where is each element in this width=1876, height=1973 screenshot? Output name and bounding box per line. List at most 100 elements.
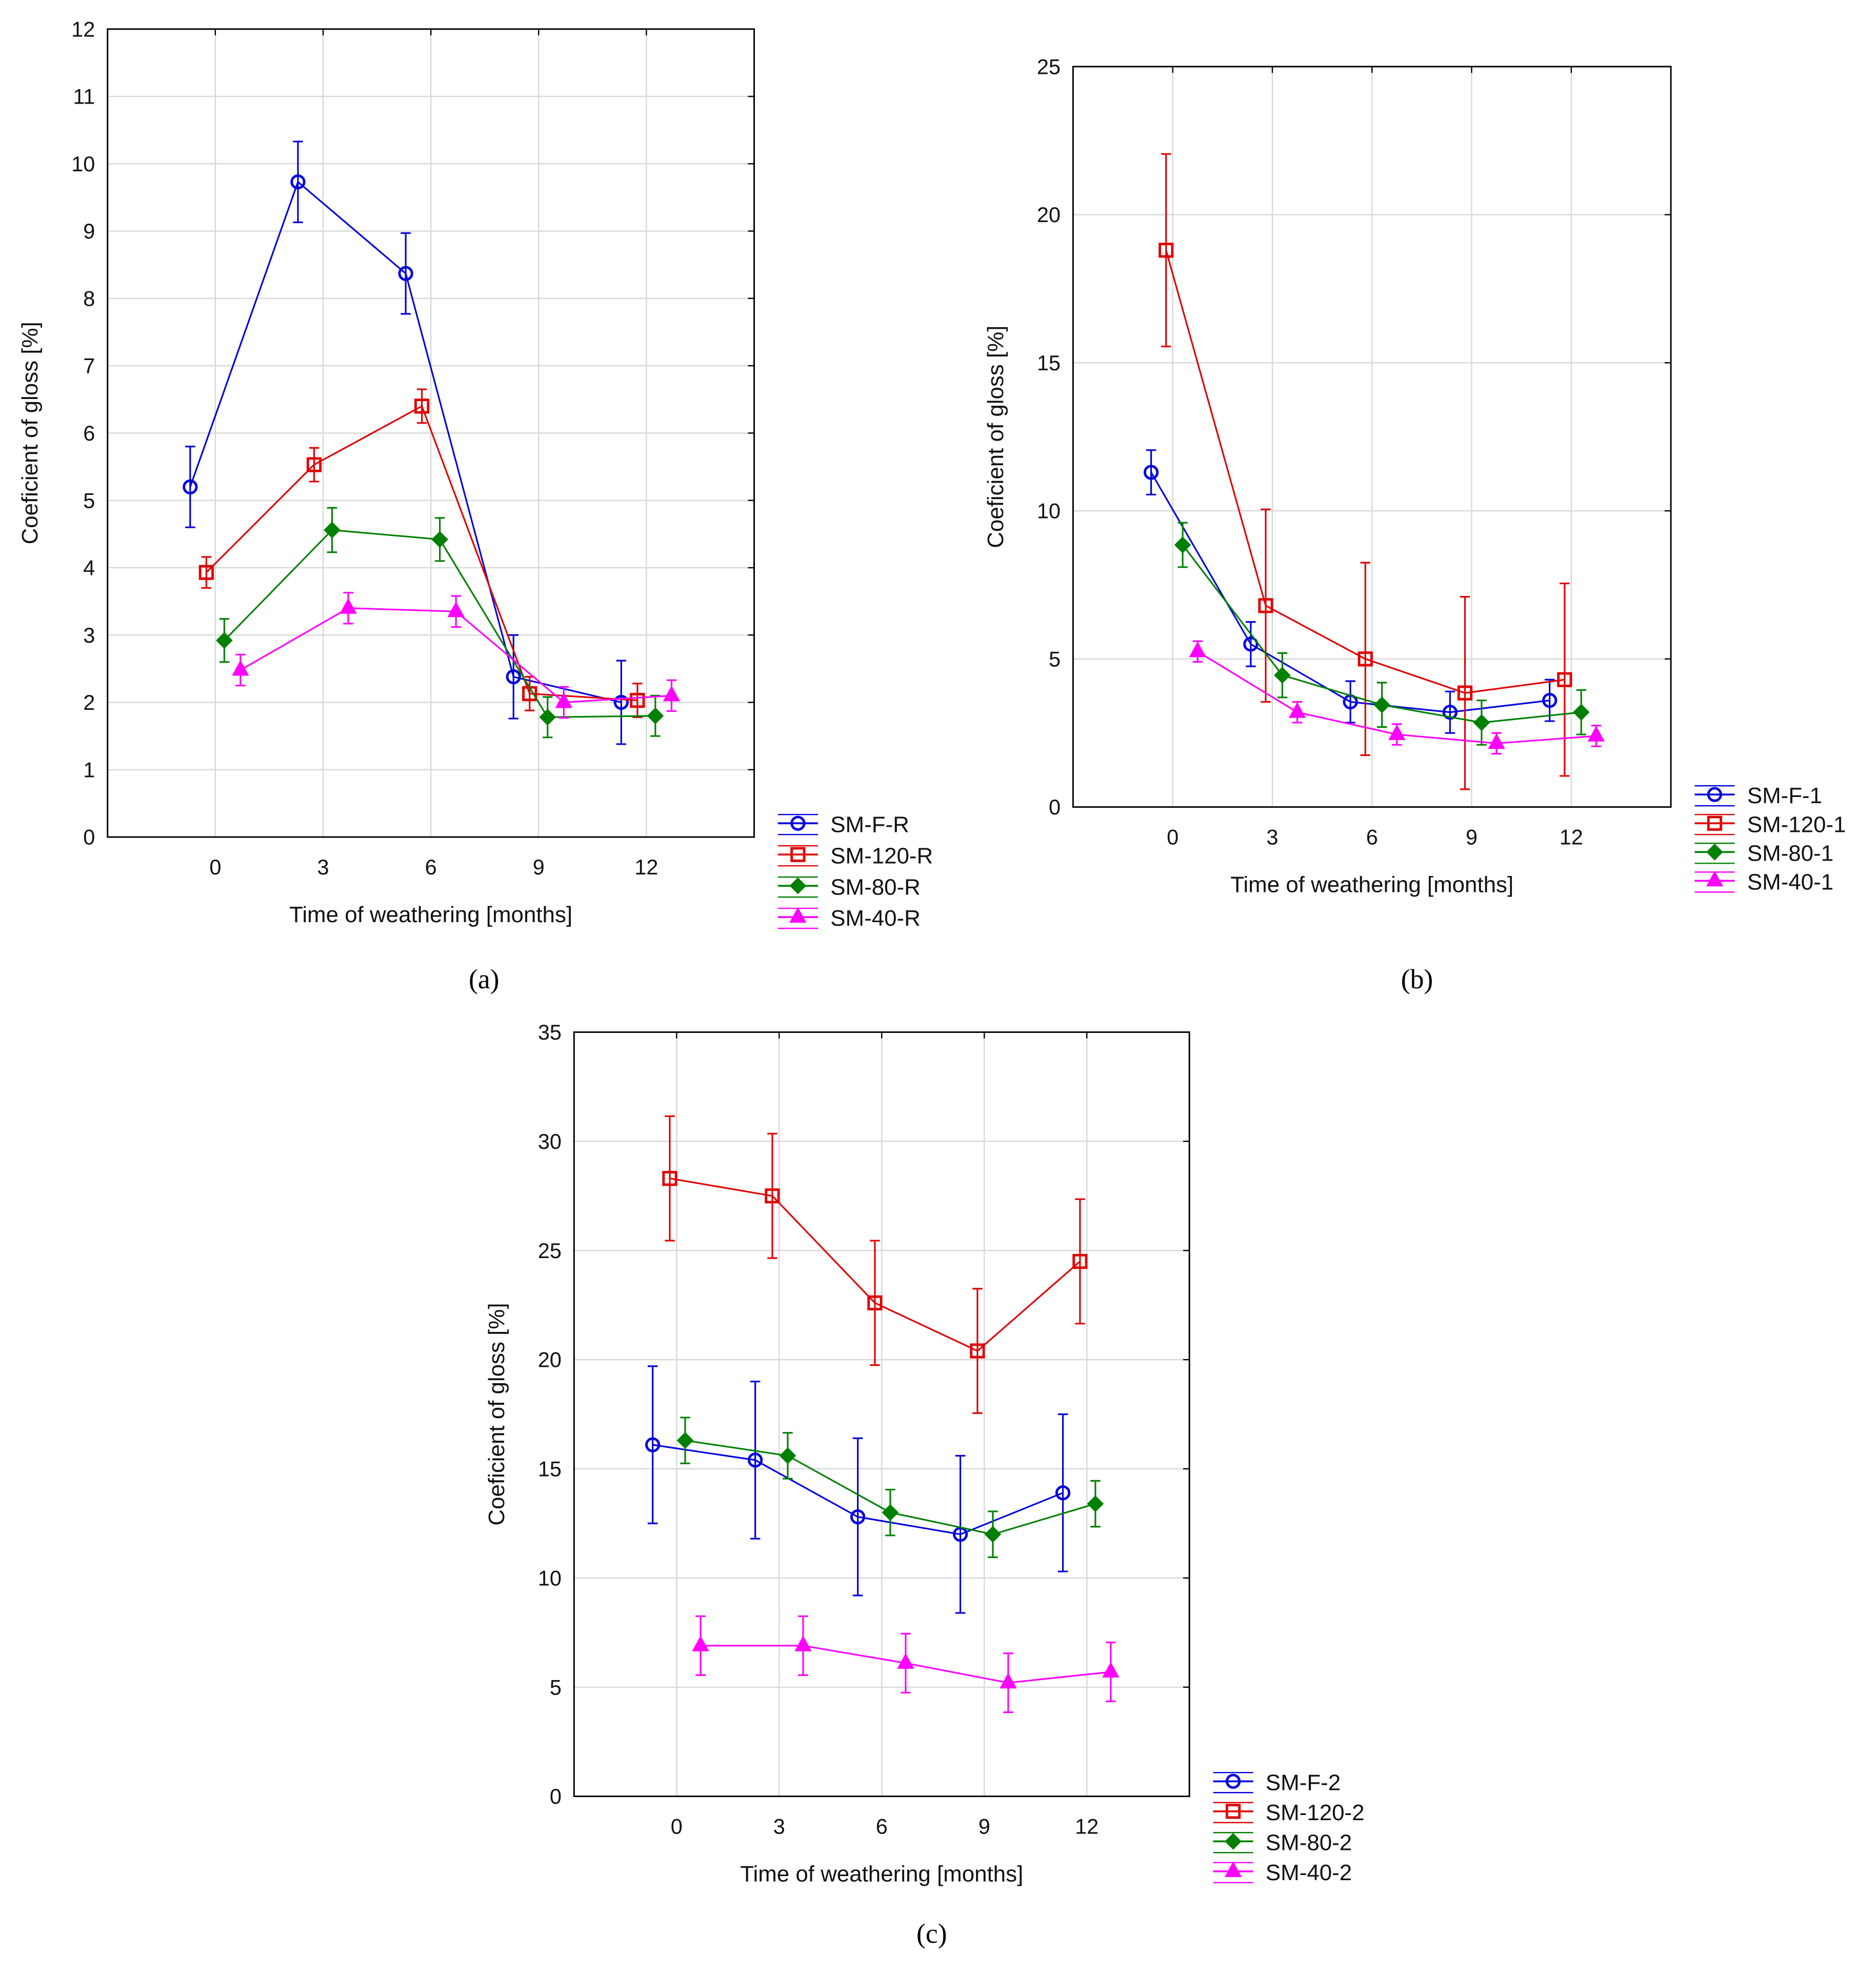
legend-marker-icon (790, 815, 806, 831)
data-point (1587, 726, 1605, 742)
data-point (232, 660, 249, 676)
legend-entry: SM-80-R (777, 874, 921, 900)
y-axis-label: Coeficient of gloss [%] (983, 326, 1008, 548)
plot-frame (573, 1031, 1190, 1797)
panel-label: (a) (469, 964, 500, 994)
chart-panel-c: 0 5 10 15 20 25 30 35 0 3 6 9 12 Time of weathering [… (484, 1020, 1365, 1949)
legend-marker-icon (789, 907, 807, 923)
x-tick-label: 12 (634, 855, 658, 879)
legend-marker-icon (1224, 1861, 1242, 1877)
y-tick-label: 0 (550, 1784, 562, 1808)
x-tick-label: 0 (209, 855, 221, 879)
y-tick-label: 15 (538, 1457, 562, 1481)
data-point (1457, 685, 1473, 701)
data-point (198, 565, 214, 580)
y-tick-label: 2 (83, 690, 95, 714)
y-tick-label: 3 (83, 623, 95, 647)
data-point (1557, 672, 1572, 687)
legend-entry: SM-80-2 (1213, 1830, 1352, 1855)
y-tick-label: 1 (83, 758, 95, 782)
y-tick-label: 35 (538, 1020, 562, 1044)
data-point (539, 709, 556, 726)
y-tick-label: 10 (1037, 499, 1061, 523)
y-tick-label: 7 (83, 354, 95, 378)
legend-entry: SM-F-R (777, 812, 909, 837)
data-point (1072, 1253, 1088, 1269)
legend-marker-icon (1225, 1773, 1241, 1789)
legend-marker-icon (1707, 815, 1723, 831)
data-point (216, 632, 233, 649)
y-tick-label: 20 (1037, 203, 1061, 227)
data-point (663, 685, 681, 702)
data-point (1388, 724, 1406, 741)
y-axis-label: Coeficient of gloss [%] (484, 1303, 509, 1525)
x-tick-label: 6 (425, 855, 437, 879)
data-point (1473, 714, 1490, 731)
data-point (1488, 733, 1505, 749)
x-tick-label: 9 (533, 855, 545, 879)
series-SM-120-1 (1159, 153, 1572, 790)
data-point (630, 692, 645, 708)
x-tick-label: 12 (1075, 1815, 1099, 1839)
data-point (850, 1509, 866, 1525)
legend-marker-icon (1707, 787, 1723, 802)
x-tick-label: 9 (979, 1815, 990, 1839)
legend-entry: SM-40-R (777, 906, 921, 931)
series-SM-120-2 (662, 1115, 1088, 1414)
y-tick-label: 4 (83, 556, 95, 580)
data-point (506, 669, 521, 685)
data-point (1159, 243, 1174, 258)
data-point (1174, 536, 1191, 553)
y-tick-label: 9 (83, 219, 95, 243)
y-tick-label: 8 (83, 286, 95, 310)
data-point (1373, 696, 1391, 713)
y-tick-label: 0 (83, 825, 95, 849)
series-SM-F-1 (1143, 449, 1558, 734)
y-tick-label: 25 (538, 1239, 562, 1263)
y-tick-label: 20 (538, 1348, 562, 1372)
series-SM-40-2 (692, 1615, 1120, 1713)
legend-entry: SM-120-1 (1694, 812, 1846, 837)
data-point (1572, 704, 1590, 721)
data-point (692, 1636, 709, 1651)
legend-entry: SM-40-2 (1213, 1860, 1352, 1885)
data-point (555, 692, 572, 708)
legend-label: SM-80-1 (1747, 841, 1833, 866)
x-tick-label: 9 (1466, 825, 1478, 849)
x-tick-label: 6 (1366, 825, 1378, 849)
data-point (779, 1447, 796, 1464)
data-point (414, 398, 430, 414)
plot-frame (1072, 66, 1672, 808)
legend-marker-icon (790, 847, 806, 862)
y-tick-label: 6 (83, 421, 95, 445)
legend-entry: SM-F-2 (1213, 1770, 1341, 1795)
data-point (1542, 693, 1558, 708)
data-point (984, 1526, 1002, 1543)
x-tick-label: 3 (317, 855, 329, 879)
data-point (647, 707, 664, 725)
legend-label: SM-F-2 (1266, 1770, 1341, 1795)
data-point (1189, 641, 1206, 657)
x-tick-label: 6 (876, 1815, 888, 1839)
y-tick-label: 15 (1037, 351, 1061, 375)
y-tick-label: 25 (1037, 54, 1061, 78)
legend-entry: SM-120-2 (1213, 1800, 1365, 1825)
data-point (897, 1653, 914, 1669)
y-tick-label: 5 (1049, 647, 1061, 671)
data-point (613, 694, 629, 710)
y-tick-label: 10 (538, 1566, 562, 1590)
legend-label: SM-80-2 (1266, 1830, 1352, 1855)
series-SM-120-R (198, 388, 645, 718)
chart-panel-b: 0 5 10 15 20 25 0 3 6 9 12 Time of weathering [mont… (983, 54, 1846, 994)
data-point (306, 457, 322, 472)
panel-label: (c) (916, 1918, 947, 1949)
legend-label: SM-120-2 (1266, 1800, 1365, 1825)
series-SM-80-1 (1174, 522, 1590, 746)
legend-label: SM-40-R (830, 906, 921, 931)
legend-label: SM-40-2 (1266, 1860, 1352, 1885)
legend-label: SM-120-R (830, 843, 933, 868)
x-tick-label: 0 (1167, 825, 1179, 849)
data-point (1087, 1495, 1104, 1512)
data-point (765, 1188, 780, 1204)
